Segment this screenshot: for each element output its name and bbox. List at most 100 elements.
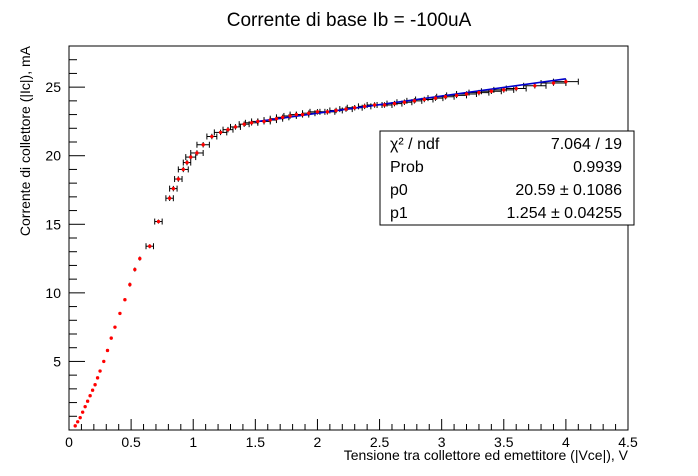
stats-label-p1: p1 <box>390 205 408 222</box>
data-point <box>353 106 357 110</box>
stats-value-p0: 20.59 ± 0.1086 <box>515 182 622 199</box>
y-axis: 5 10 15 20 25 <box>45 59 85 417</box>
data-point <box>167 196 172 200</box>
x-tick-label: 0 <box>65 434 73 450</box>
data-point <box>315 110 320 114</box>
data-point <box>262 119 266 124</box>
data-point <box>422 97 426 102</box>
fit-line <box>255 78 566 123</box>
data-point <box>195 151 199 155</box>
data-point <box>93 383 97 387</box>
y-tick-label: 20 <box>45 148 61 164</box>
y-tick-label: 5 <box>53 353 61 369</box>
stats-label-p0: p0 <box>390 182 408 199</box>
stats-label-chi2: χ² / ndf <box>390 136 440 153</box>
data-point <box>73 424 77 428</box>
data-point <box>325 110 330 114</box>
data-point <box>201 143 205 147</box>
data-point <box>102 359 106 364</box>
data-point <box>210 134 214 139</box>
data-point <box>249 121 254 125</box>
data-point <box>123 298 127 302</box>
data-point <box>218 130 223 135</box>
data-point <box>307 111 311 115</box>
data-point <box>502 88 506 92</box>
data-point <box>156 219 161 224</box>
data-point <box>392 101 397 106</box>
data-point <box>464 92 469 96</box>
data-point <box>109 336 113 340</box>
x-tick-label: 4.5 <box>618 434 638 450</box>
y-tick-label: 15 <box>45 216 61 232</box>
x-tick-label: 4 <box>562 434 570 450</box>
data-point <box>78 415 82 420</box>
data-point <box>433 96 438 100</box>
x-tick-label: 1.5 <box>246 434 266 450</box>
stats-label-prob: Prob <box>390 159 424 176</box>
stats-value-p1: 1.254 ± 0.04255 <box>506 205 622 222</box>
data-point <box>454 93 459 98</box>
data-point <box>551 81 556 85</box>
data-point <box>113 325 117 329</box>
data-point <box>443 95 448 99</box>
data-point <box>95 376 100 380</box>
x-axis: 0 0.5 1 1.5 2 2.5 3 3.5 4 4.5 <box>65 419 638 450</box>
data-point <box>288 114 292 118</box>
data-point <box>372 103 377 107</box>
x-tick-label: 0.5 <box>121 434 141 450</box>
data-point <box>171 186 176 191</box>
data-point <box>274 116 279 121</box>
data-point <box>80 410 85 414</box>
data-point <box>185 160 189 165</box>
plot-frame <box>68 45 629 431</box>
data-point <box>90 388 95 392</box>
data-point <box>334 108 338 113</box>
data-point <box>294 112 299 117</box>
data-points <box>73 79 568 428</box>
data-point <box>280 115 285 120</box>
data-point <box>138 256 142 261</box>
data-point <box>233 125 238 129</box>
stats-box: χ² / ndf 7.064 / 19 Prob 0.9939 p0 20.59… <box>379 130 635 226</box>
data-point <box>489 89 494 93</box>
data-point <box>514 86 518 91</box>
x-tick-label: 1 <box>189 434 197 450</box>
y-axis-label: Corrente di collettore (|Ic|), mA <box>17 45 33 236</box>
data-point <box>533 84 537 88</box>
data-point <box>226 127 230 132</box>
data-point <box>344 107 348 111</box>
data-point <box>75 420 80 424</box>
y-tick-label: 10 <box>45 285 61 301</box>
data-point <box>242 122 246 126</box>
stats-value-prob: 0.9939 <box>573 159 622 176</box>
data-point <box>105 348 110 353</box>
data-point <box>98 369 102 373</box>
data-point <box>402 100 407 104</box>
data-point <box>128 282 132 287</box>
data-point <box>268 118 272 122</box>
data-point <box>477 90 481 95</box>
x-tick-label: 2 <box>314 434 322 450</box>
data-point <box>256 119 260 124</box>
data-point <box>300 112 305 117</box>
stats-value-chi2: 7.064 / 19 <box>551 136 622 153</box>
data-point <box>189 155 193 159</box>
x-tick-label: 3.5 <box>494 434 514 450</box>
x-tick-label: 3 <box>438 434 446 450</box>
data-point <box>362 104 367 109</box>
data-point <box>118 311 122 316</box>
chart-title: Corrente di base Ib = -100uA <box>227 10 472 31</box>
data-point <box>148 244 152 248</box>
stats-box-frame <box>379 130 635 226</box>
data-point <box>181 167 185 172</box>
data-point <box>83 404 87 409</box>
x-tick-label: 2.5 <box>370 434 390 450</box>
y-tick-label: 25 <box>45 79 61 95</box>
data-point <box>88 394 92 398</box>
x-axis-label: Tensione tra collettore ed emettitore (|… <box>344 447 629 463</box>
data-point <box>564 79 568 84</box>
data-point <box>412 99 417 103</box>
data-point <box>176 177 181 181</box>
data-point <box>85 399 90 403</box>
